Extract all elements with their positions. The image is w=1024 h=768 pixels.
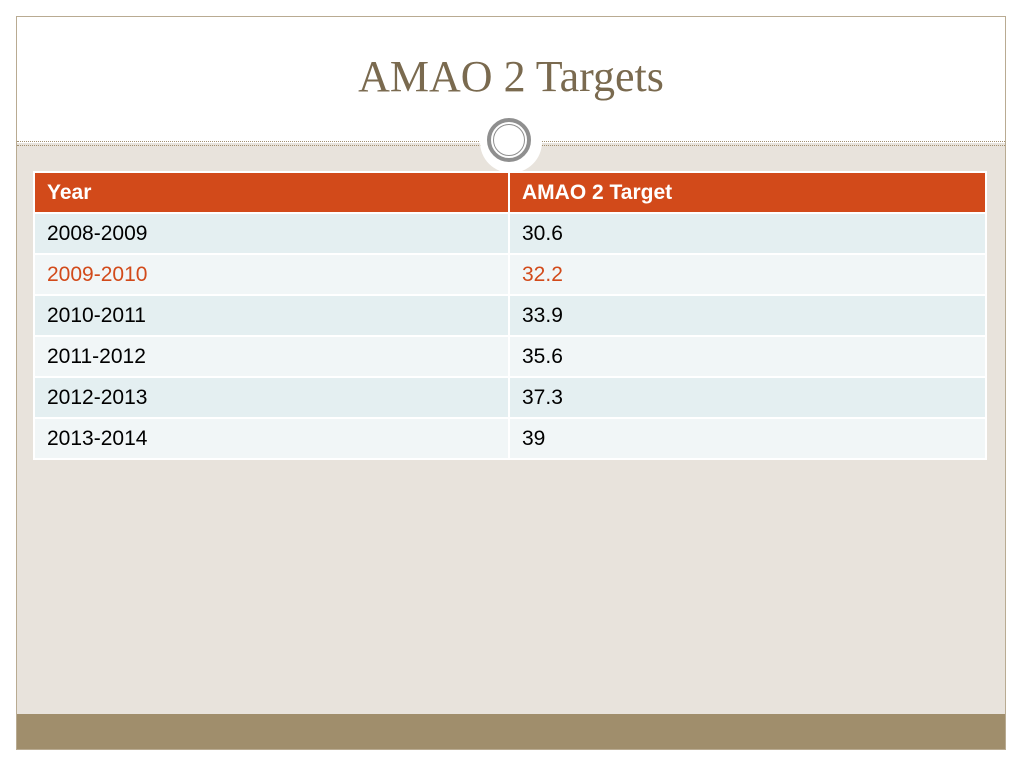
table-row: 2012-2013 37.3 <box>33 376 987 419</box>
cell-target: 39 <box>508 417 987 460</box>
header-year: Year <box>33 171 510 214</box>
cell-target: 35.6 <box>508 335 987 378</box>
cell-year: 2013-2014 <box>33 417 510 460</box>
table-row: 2013-2014 39 <box>33 417 987 460</box>
cell-target: 30.6 <box>508 212 987 255</box>
cell-year: 2012-2013 <box>33 376 510 419</box>
header-amao-2-target: AMAO 2 Target <box>508 171 987 214</box>
table-row: 2011-2012 35.6 <box>33 335 987 378</box>
cell-target: 37.3 <box>508 376 987 419</box>
cell-target: 32.2 <box>508 253 987 296</box>
cell-target: 33.9 <box>508 294 987 337</box>
table-header-row: Year AMAO 2 Target <box>33 171 987 214</box>
slide-title: AMAO 2 Targets <box>358 52 664 101</box>
targets-table: Year AMAO 2 Target 2008-2009 30.6 2009-2… <box>33 171 987 460</box>
cell-year: 2010-2011 <box>33 294 510 337</box>
cell-year: 2009-2010 <box>33 253 510 296</box>
table-row: 2008-2009 30.6 <box>33 212 987 255</box>
footer-band <box>17 714 1005 749</box>
slide: AMAO 2 Targets Year AMAO 2 Target 2008-2… <box>16 16 1006 750</box>
cell-year: 2011-2012 <box>33 335 510 378</box>
circle-ornament-inner <box>493 124 525 156</box>
table-row-highlighted: 2009-2010 32.2 <box>33 253 987 296</box>
cell-year: 2008-2009 <box>33 212 510 255</box>
table-row: 2010-2011 33.9 <box>33 294 987 337</box>
